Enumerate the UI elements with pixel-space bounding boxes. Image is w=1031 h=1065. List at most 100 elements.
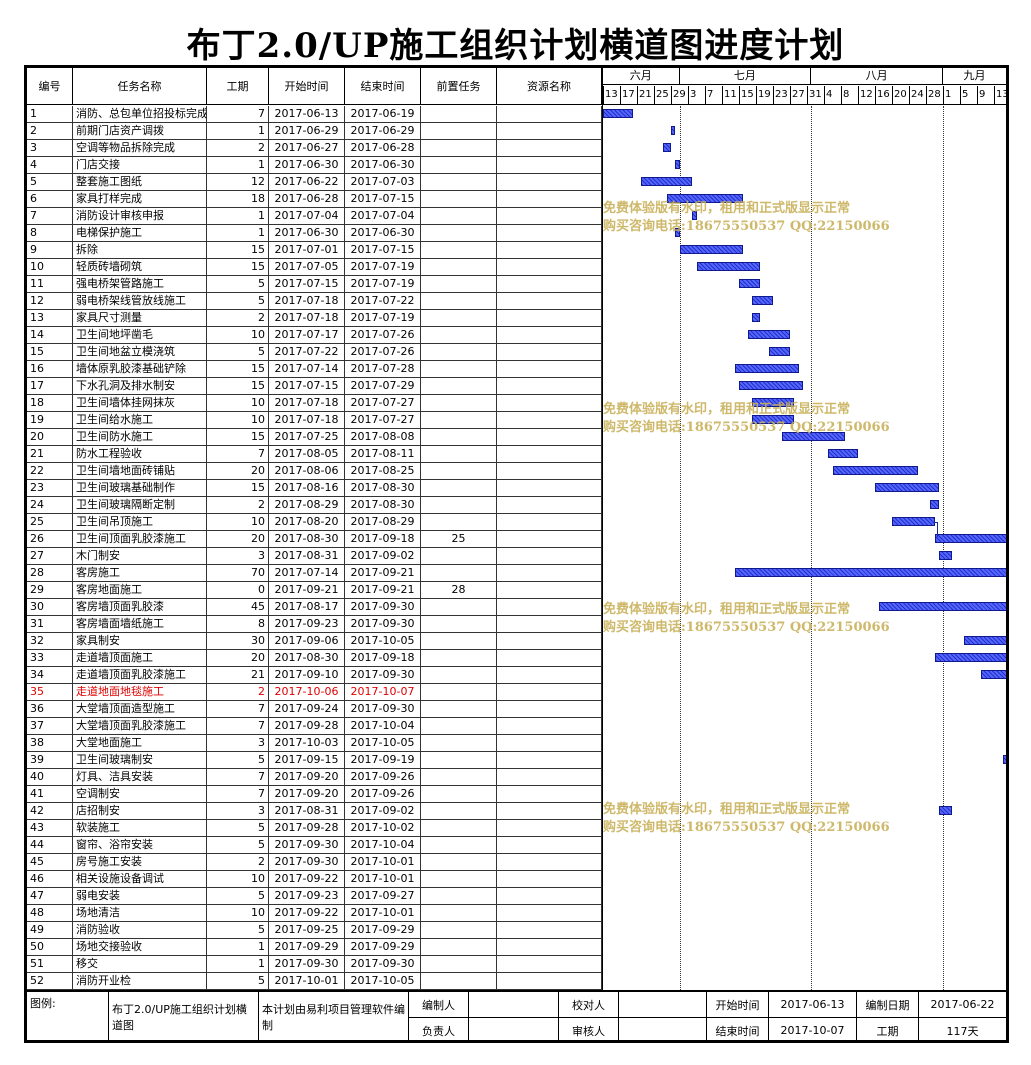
table-row[interactable]: 11 强电桥架管路施工 5 2017-07-15 2017-07-19 <box>27 276 602 293</box>
task-bar[interactable] <box>751 313 761 322</box>
table-row[interactable]: 7 消防设计审核申报 1 2017-07-04 2017-07-04 <box>27 208 602 225</box>
table-row[interactable]: 48 场地清洁 10 2017-09-22 2017-10-01 <box>27 905 602 922</box>
table-row[interactable]: 21 防水工程验收 7 2017-08-05 2017-08-11 <box>27 446 602 463</box>
task-bar[interactable] <box>934 653 1006 662</box>
table-row[interactable]: 22 卫生间墙地面砖铺贴 20 2017-08-06 2017-08-25 <box>27 463 602 480</box>
table-row[interactable]: 27 木门制安 3 2017-08-31 2017-09-02 <box>27 548 602 565</box>
reviewer-value[interactable] <box>619 1018 707 1040</box>
task-bar[interactable] <box>981 670 1006 679</box>
task-bar[interactable] <box>671 126 676 135</box>
table-row[interactable]: 29 客房地面施工 0 2017-09-21 2017-09-21 28 <box>27 582 602 599</box>
task-bar[interactable] <box>879 602 1006 611</box>
task-bar[interactable] <box>747 330 790 339</box>
task-bar[interactable] <box>751 398 795 407</box>
task-bar[interactable] <box>603 109 633 118</box>
table-row[interactable]: 25 卫生间吊顶施工 10 2017-08-20 2017-08-29 <box>27 514 602 531</box>
table-row[interactable]: 23 卫生间玻璃基础制作 15 2017-08-16 2017-08-30 <box>27 480 602 497</box>
table-row[interactable]: 34 走道墙顶面乳胶漆施工 21 2017-09-10 2017-09-30 <box>27 667 602 684</box>
table-row[interactable]: 18 卫生间墙体挂网抹灰 10 2017-07-18 2017-07-27 <box>27 395 602 412</box>
task-bar[interactable] <box>679 245 744 254</box>
task-duration: 3 <box>207 735 269 751</box>
task-bar[interactable] <box>739 279 761 288</box>
table-row[interactable]: 46 相关设施设备调试 10 2017-09-22 2017-10-01 <box>27 871 602 888</box>
task-bar[interactable] <box>930 500 939 509</box>
table-row[interactable]: 19 卫生间给水施工 10 2017-07-18 2017-07-27 <box>27 412 602 429</box>
task-bar[interactable] <box>832 466 918 475</box>
table-row[interactable]: 13 家具尺寸测量 2 2017-07-18 2017-07-19 <box>27 310 602 327</box>
col-header-id[interactable]: 编号 <box>27 68 73 105</box>
table-row[interactable]: 47 弱电安装 5 2017-09-23 2017-09-27 <box>27 888 602 905</box>
task-bar[interactable] <box>692 211 697 220</box>
table-row[interactable]: 10 轻质砖墙砌筑 15 2017-07-05 2017-07-19 <box>27 259 602 276</box>
table-row[interactable]: 15 卫生间地盆立模浇筑 5 2017-07-22 2017-07-26 <box>27 344 602 361</box>
table-row[interactable]: 43 软装施工 5 2017-09-28 2017-10-02 <box>27 820 602 837</box>
table-row[interactable]: 4 门店交接 1 2017-06-30 2017-06-30 <box>27 157 602 174</box>
task-bar[interactable] <box>751 296 773 305</box>
table-row[interactable]: 6 家具打样完成 18 2017-06-28 2017-07-15 <box>27 191 602 208</box>
table-row[interactable]: 28 客房施工 70 2017-07-14 2017-09-21 <box>27 565 602 582</box>
compiler-value[interactable] <box>469 992 559 1018</box>
col-header-start[interactable]: 开始时间 <box>269 68 345 105</box>
table-row[interactable]: 52 消防开业检 5 2017-10-01 2017-10-05 <box>27 973 602 990</box>
table-row[interactable]: 17 下水孔洞及排水制安 15 2017-07-15 2017-07-29 <box>27 378 602 395</box>
task-bar[interactable] <box>734 364 799 373</box>
table-row[interactable]: 51 移交 1 2017-09-30 2017-09-30 <box>27 956 602 973</box>
task-bar[interactable] <box>781 432 846 441</box>
col-header-duration[interactable]: 工期 <box>207 68 269 105</box>
table-row[interactable]: 3 空调等物品拆除完成 2 2017-06-27 2017-06-28 <box>27 140 602 157</box>
table-row[interactable]: 42 店招制安 3 2017-08-31 2017-09-02 <box>27 803 602 820</box>
table-row[interactable]: 16 墙体原乳胶漆基础铲除 15 2017-07-14 2017-07-28 <box>27 361 602 378</box>
task-bar[interactable] <box>675 160 680 169</box>
table-row[interactable]: 24 卫生间玻璃隔断定制 2 2017-08-29 2017-08-30 <box>27 497 602 514</box>
task-bar[interactable] <box>675 228 680 237</box>
table-row[interactable]: 37 大堂墙顶面乳胶漆施工 7 2017-09-28 2017-10-04 <box>27 718 602 735</box>
task-bar[interactable] <box>739 381 803 390</box>
task-bar[interactable] <box>751 415 795 424</box>
table-row[interactable]: 32 家具制安 30 2017-09-06 2017-10-05 <box>27 633 602 650</box>
table-row[interactable]: 1 消防、总包单位招投标完成 7 2017-06-13 2017-06-19 <box>27 106 602 123</box>
task-bar[interactable] <box>662 143 671 152</box>
table-row[interactable]: 31 客房墙面墙纸施工 8 2017-09-23 2017-09-30 <box>27 616 602 633</box>
task-bar[interactable] <box>938 551 952 560</box>
table-row[interactable]: 33 走道墙顶面施工 20 2017-08-30 2017-09-18 <box>27 650 602 667</box>
col-header-resource[interactable]: 资源名称 <box>497 68 602 105</box>
task-bar[interactable] <box>938 806 952 815</box>
table-row[interactable]: 20 卫生间防水施工 15 2017-07-25 2017-08-08 <box>27 429 602 446</box>
task-bar[interactable] <box>1002 755 1006 764</box>
task-bar[interactable] <box>875 483 939 492</box>
task-name: 消防开业检 <box>73 973 207 989</box>
col-header-end[interactable]: 结束时间 <box>345 68 421 105</box>
table-row[interactable]: 8 电梯保护施工 1 2017-06-30 2017-06-30 <box>27 225 602 242</box>
owner-value[interactable] <box>469 1018 559 1040</box>
task-start: 2017-09-25 <box>269 922 345 938</box>
task-bar[interactable] <box>696 262 761 271</box>
table-row[interactable]: 2 前期门店资产调拨 1 2017-06-29 2017-06-29 <box>27 123 602 140</box>
table-row[interactable]: 36 大堂墙顶面造型施工 7 2017-09-24 2017-09-30 <box>27 701 602 718</box>
table-row[interactable]: 45 房号施工安装 2 2017-09-30 2017-10-01 <box>27 854 602 871</box>
table-row[interactable]: 50 场地交接验收 1 2017-09-29 2017-09-29 <box>27 939 602 956</box>
task-bar[interactable] <box>641 177 693 186</box>
table-row[interactable]: 12 弱电桥架线管放线施工 5 2017-07-18 2017-07-22 <box>27 293 602 310</box>
task-bar[interactable] <box>892 517 935 526</box>
col-header-pred[interactable]: 前置任务 <box>421 68 497 105</box>
table-row[interactable]: 9 拆除 15 2017-07-01 2017-07-15 <box>27 242 602 259</box>
table-row[interactable]: 39 卫生间玻璃制安 5 2017-09-15 2017-09-19 <box>27 752 602 769</box>
proofreader-value[interactable] <box>619 992 707 1018</box>
table-row[interactable]: 30 客房墙顶面乳胶漆 45 2017-08-17 2017-09-30 <box>27 599 602 616</box>
task-bar[interactable] <box>934 534 1006 543</box>
col-header-name[interactable]: 任务名称 <box>73 68 207 105</box>
table-row[interactable]: 40 灯具、洁具安装 7 2017-09-20 2017-09-26 <box>27 769 602 786</box>
table-row[interactable]: 49 消防验收 5 2017-09-25 2017-09-29 <box>27 922 602 939</box>
table-row[interactable]: 5 整套施工图纸 12 2017-06-22 2017-07-03 <box>27 174 602 191</box>
task-bar[interactable] <box>828 449 858 458</box>
table-row[interactable]: 26 卫生间顶面乳胶漆施工 20 2017-08-30 2017-09-18 25 <box>27 531 602 548</box>
table-row[interactable]: 14 卫生间地坪凿毛 10 2017-07-17 2017-07-26 <box>27 327 602 344</box>
table-row[interactable]: 38 大堂地面施工 3 2017-10-03 2017-10-05 <box>27 735 602 752</box>
table-row[interactable]: 44 窗帘、浴帘安装 5 2017-09-30 2017-10-04 <box>27 837 602 854</box>
task-bar[interactable] <box>734 568 1006 577</box>
table-row[interactable]: 41 空调制安 7 2017-09-20 2017-09-26 <box>27 786 602 803</box>
task-bar[interactable] <box>666 194 744 203</box>
table-row[interactable]: 35 走道地面地毯施工 2 2017-10-06 2017-10-07 <box>27 684 602 701</box>
task-bar[interactable] <box>964 636 1006 645</box>
task-bar[interactable] <box>768 347 790 356</box>
